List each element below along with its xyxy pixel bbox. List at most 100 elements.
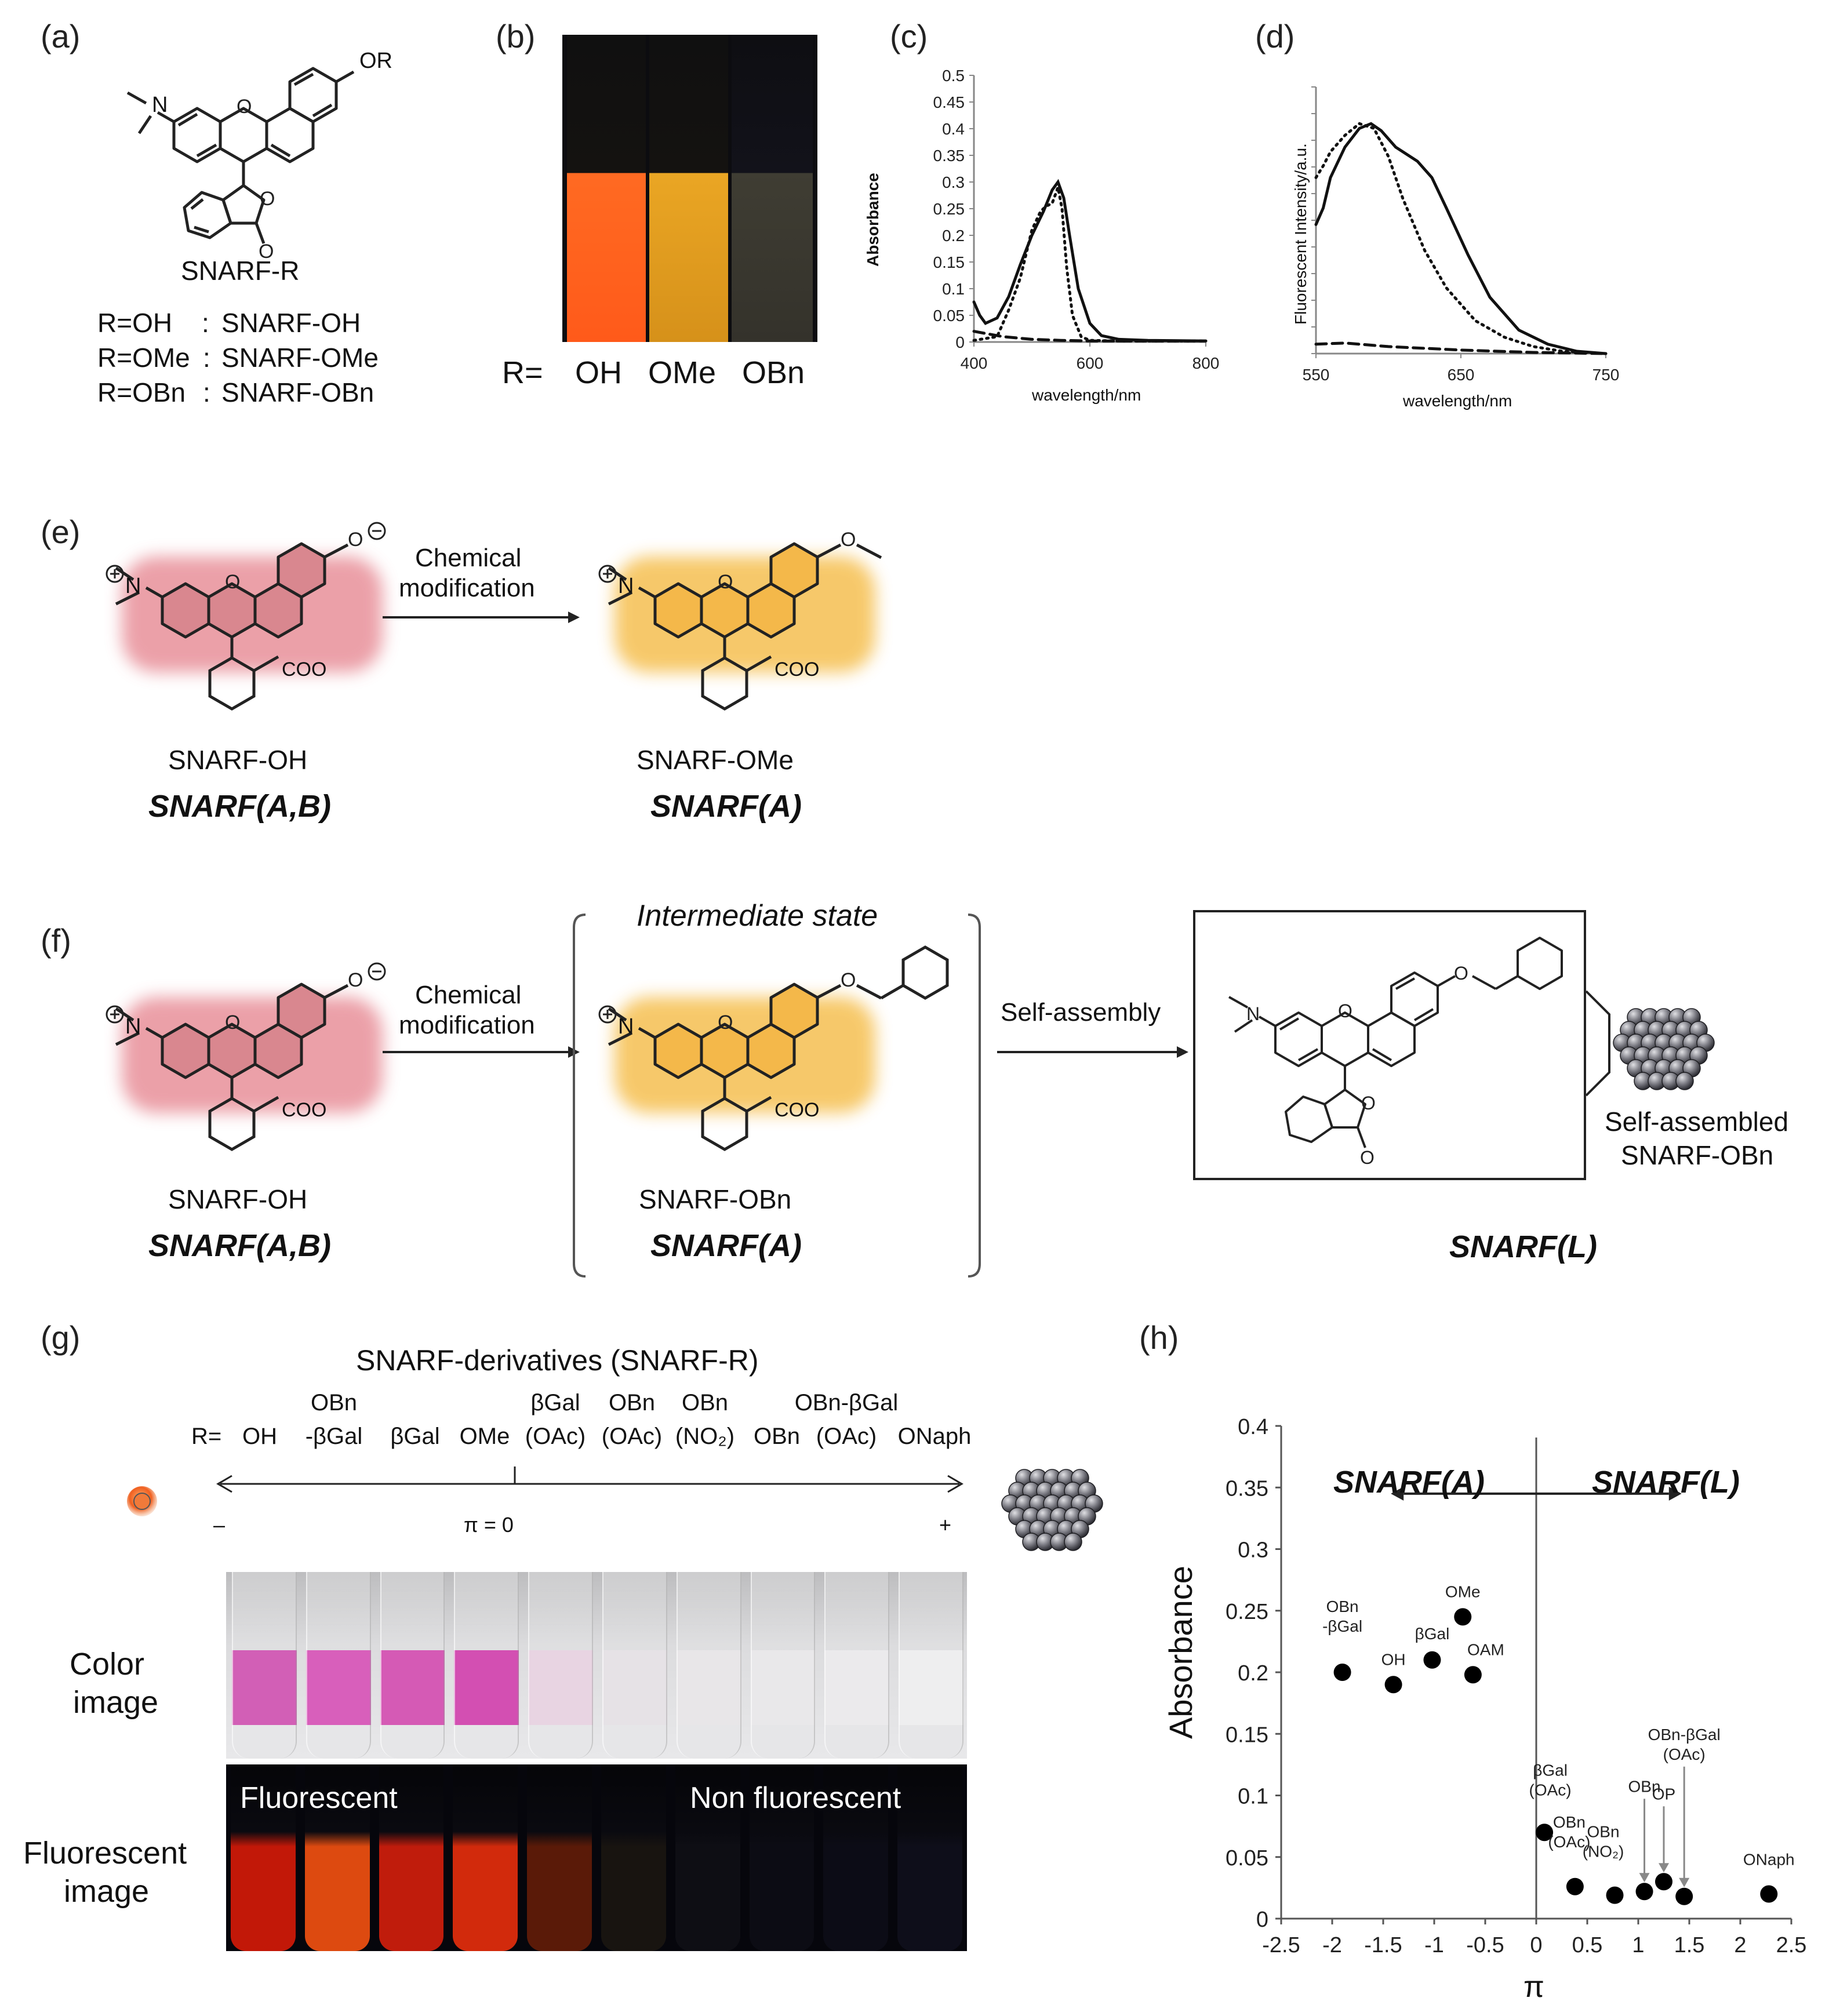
point-label: (OAc) [1663,1745,1706,1763]
series-line-dashed [972,330,1208,343]
svg-text:O: O [348,529,363,551]
series-line-dotted [1314,122,1608,355]
r-row-obn: R=OBn [97,377,186,408]
region-arrow-head-right [1668,1486,1682,1501]
derivative-label-line2: (OAc) [601,1424,663,1449]
x-tick-label: 2.5 [1776,1933,1807,1957]
color-tube [824,1572,890,1759]
axis-minus: – [213,1513,226,1537]
axis-plus: + [939,1513,952,1537]
y-tick-label: 0.35 [933,147,965,165]
r-value: R=OH [97,308,173,338]
f-right-class: SNARF(L) [1449,1229,1597,1264]
derivative-label-line1: βGal [530,1390,580,1415]
assembled-label-2: SNARF-OBn [1621,1140,1774,1170]
point-label: OH [1381,1650,1406,1668]
absorbance-vs-pi-scatter: 00.050.10.150.20.250.30.350.4-2.5 -2 -1.5-… [1226,1415,1807,1957]
r-name-obn: SNARF-OBn [221,377,374,407]
scatter-point [1655,1873,1672,1891]
point-label: -βGal [1322,1617,1362,1635]
e-arrow-label-1: Chemical [415,544,522,572]
point-label: βGal [1415,1625,1450,1643]
color-tube [380,1572,445,1759]
x-tick-label: -1 [1424,1933,1444,1957]
point-label: ONaph [1743,1851,1795,1869]
point-label: OBn-βGal [1648,1726,1721,1744]
axis-zero: π = 0 [464,1513,514,1537]
x-tick-label: 550 [1303,366,1330,384]
r-name-ome: SNARF-OMe [221,343,379,373]
intermediate-bracket [573,914,981,1278]
g-r-prefix: R= [191,1424,222,1449]
f-left-name: SNARF-OH [168,1184,308,1214]
fluorescent-tube [231,1764,296,1951]
y-tick-label: 0.3 [942,173,965,191]
e-left-coo: COO [282,658,327,681]
scatter-point [1635,1883,1653,1901]
point-label: βGal [1533,1761,1568,1779]
x-tick-label: 600 [1077,354,1104,372]
assembled-structure-box [1193,910,1586,1180]
point-label: (OAc) [1548,1833,1590,1851]
derivative-label-line2: (OAc) [816,1424,877,1449]
snarf-spirolactone-structure: O O O [126,67,355,263]
r-value: R=OMe [97,343,190,373]
y-tick-label: 0.35 [1226,1476,1268,1501]
point-arrow-head [1679,1877,1690,1887]
nonfluorescent-text: Non fluorescent [690,1781,901,1815]
f-left-class: SNARF(A,B) [148,1228,331,1263]
scatter-point [1464,1666,1482,1684]
scatter-point [1536,1824,1554,1842]
fluorescent-tube [823,1764,889,1951]
f-arrow1-label-1: Chemical [415,981,522,1009]
e-arrow [383,612,580,623]
r-row-ome: R=OMe [97,342,190,373]
derivative-label-line2: OBn [753,1424,801,1449]
point-arrow-head [1639,1873,1650,1883]
color-tube [750,1572,816,1759]
svg-text:O: O [1338,1000,1352,1021]
e-arrow-label-2: modification [399,574,535,602]
point-label: (NO₂) [1583,1843,1624,1861]
panel-label-c: (c) [890,18,928,54]
color-tube [306,1572,371,1759]
f-mid-nplus: N [618,1014,634,1039]
y-tick-label: 0.05 [1226,1846,1268,1871]
x-tick-label: 0.5 [1572,1933,1603,1957]
fluorescent-tube [453,1764,518,1951]
derivative-label-line2: (NO₂) [675,1424,735,1449]
particle-sphere [1064,1533,1082,1551]
fluorescent-tube [897,1764,962,1951]
scatter-point [1675,1887,1693,1905]
derivative-label-line2: ONaph [897,1424,972,1449]
point-arrow-head [1659,1863,1669,1873]
svg-text:N: N [1246,1003,1260,1024]
fluorescent-tube [379,1764,444,1951]
derivative-label-line1: OBn [310,1390,358,1415]
f-mid-name: SNARF-OBn [639,1184,792,1214]
e-right-name: SNARF-OMe [637,745,794,775]
f-arrow-modification [383,1046,580,1058]
vial-label-oh: OH [575,355,622,390]
scatter-point [1566,1877,1584,1895]
scatter-point [1606,1886,1624,1904]
color-tube [602,1572,667,1759]
svg-text:O: O [348,969,363,991]
f-arrow2-label: Self-assembly [1001,998,1161,1027]
chart-c-xlabel: wavelength/nm [1032,386,1141,404]
y-tick-label: 0.4 [1238,1415,1268,1439]
derivative-label-line2: OMe [459,1424,510,1449]
intermediate-title: Intermediate state [637,899,878,933]
y-tick-label: 0.1 [1238,1785,1268,1809]
scatter-point [1384,1676,1402,1694]
fluorescent-image-photo [226,1764,967,1951]
r-name-oh: SNARF-OH [221,308,361,338]
f-left-coo: COO [282,1099,327,1121]
svg-text:O: O [237,96,252,118]
panel-label-f: (f) [41,922,71,959]
snarf-oh-open-structure-e: O O [106,522,386,711]
series-line-dotted [972,181,1208,343]
snarf-oh-open-structure-f: O O [106,962,386,1151]
point-label: OMe [1445,1582,1481,1600]
y-tick-label: 0.25 [1226,1600,1268,1624]
